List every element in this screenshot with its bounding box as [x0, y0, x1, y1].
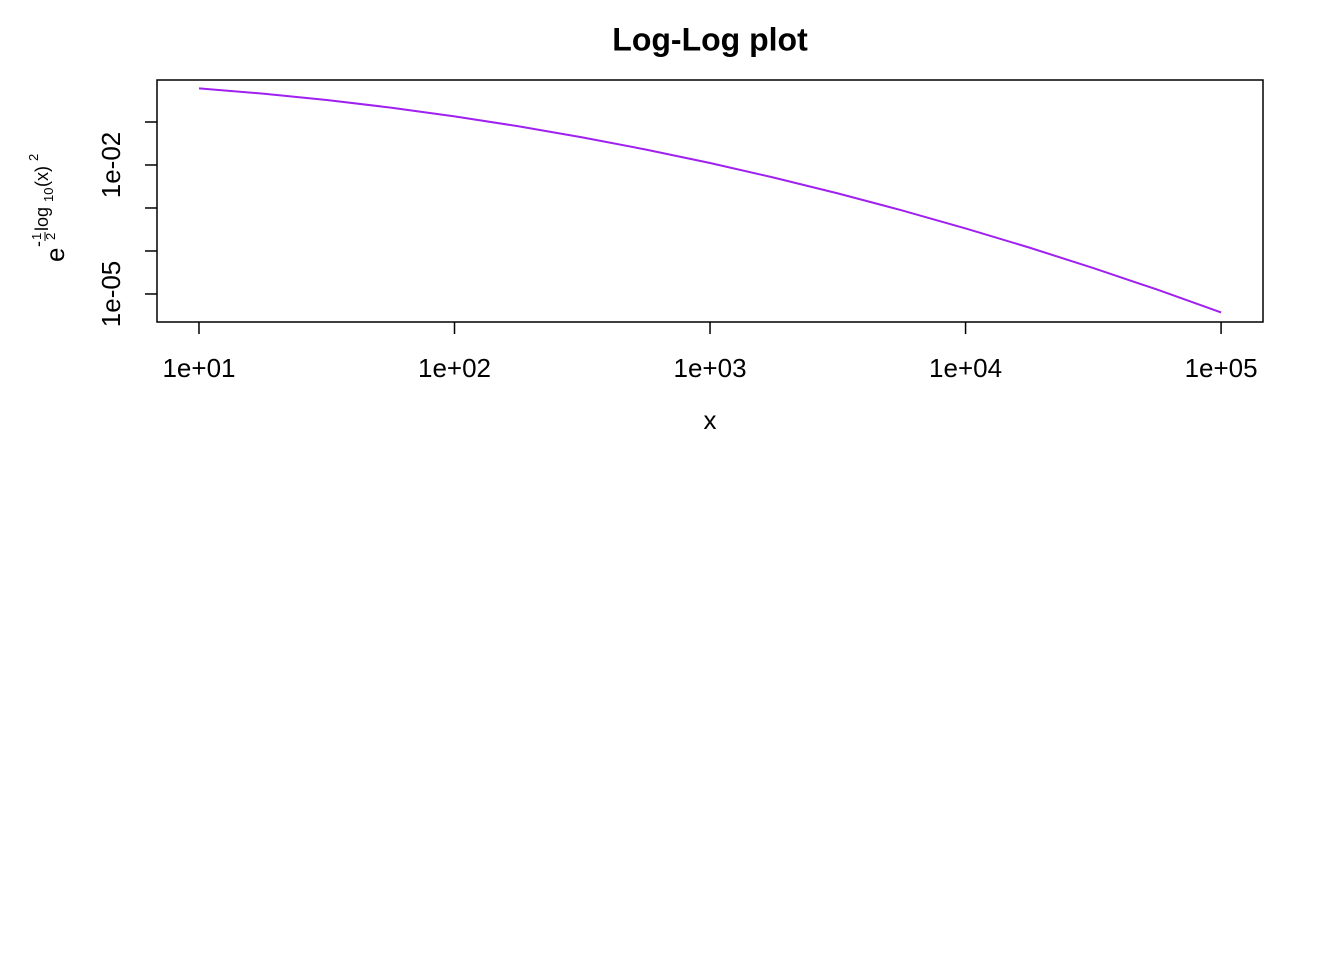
x-tick-label: 1e+04 — [929, 353, 1002, 383]
x-tick-label: 1e+02 — [418, 353, 491, 383]
x-tick-label: 1e+03 — [674, 353, 747, 383]
y-label-sign: - — [28, 241, 48, 247]
y-label-den: 2 — [43, 233, 58, 240]
x-tick-label: 1e+01 — [162, 353, 235, 383]
y-label-base: e — [40, 248, 70, 262]
x-tick-label: 1e+05 — [1185, 353, 1258, 383]
x-axis-label: x — [704, 405, 717, 435]
chart-title: Log-Log plot — [612, 21, 808, 57]
y-label-num: 1 — [29, 233, 44, 240]
data-line — [198, 87, 1222, 314]
plot-frame — [156, 79, 1264, 323]
y-label-arg: (x) — [32, 166, 52, 187]
y-label-func: log — [32, 207, 52, 231]
y-axis-label: e - 1 2 log 10 (x) 2 — [26, 154, 70, 262]
y-tick-label: 1e-02 — [96, 132, 126, 199]
y-tick-label: 1e-05 — [96, 261, 126, 328]
y-label-sub: 10 — [41, 188, 56, 202]
y-label-power: 2 — [26, 154, 41, 161]
